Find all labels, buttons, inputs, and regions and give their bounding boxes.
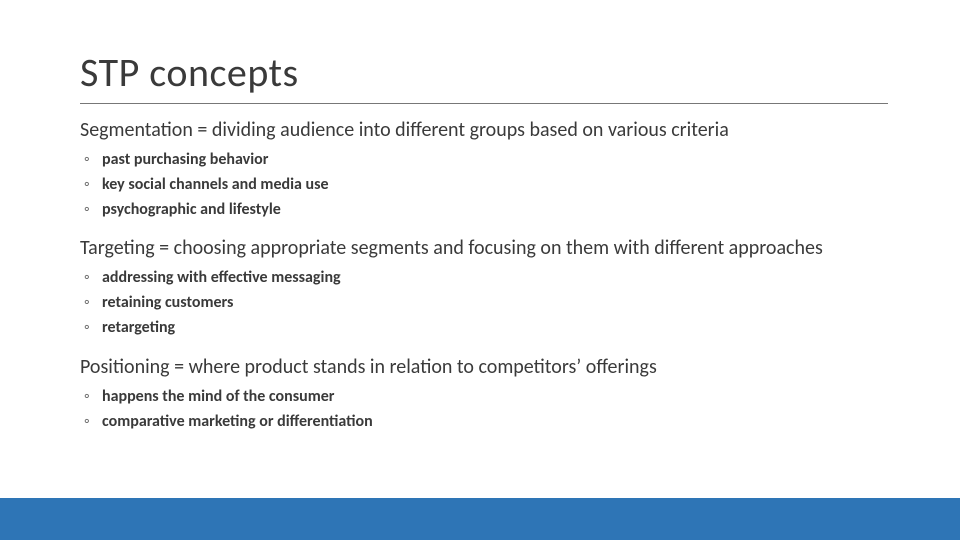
bullet-item: happens the mind of the consumer bbox=[102, 385, 888, 410]
bullet-item: retargeting bbox=[102, 316, 888, 341]
bullet-list: past purchasing behavior key social chan… bbox=[80, 148, 888, 222]
section-heading: Segmentation = dividing audience into di… bbox=[80, 118, 888, 142]
bullet-item: psychographic and lifestyle bbox=[102, 198, 888, 223]
title-underline bbox=[80, 103, 888, 104]
bullet-item: past purchasing behavior bbox=[102, 148, 888, 173]
section-segmentation: Segmentation = dividing audience into di… bbox=[80, 118, 888, 222]
bullet-item: retaining customers bbox=[102, 291, 888, 316]
bullet-list: happens the mind of the consumer compara… bbox=[80, 385, 888, 435]
bullet-item: key social channels and media use bbox=[102, 173, 888, 198]
slide: STP concepts Segmentation = dividing aud… bbox=[0, 0, 960, 540]
footer-accent-bar bbox=[0, 498, 960, 540]
slide-title: STP concepts bbox=[80, 48, 888, 97]
section-targeting: Targeting = choosing appropriate segment… bbox=[80, 236, 888, 340]
bullet-item: addressing with effective messaging bbox=[102, 266, 888, 291]
bullet-list: addressing with effective messaging reta… bbox=[80, 266, 888, 340]
section-heading: Positioning = where product stands in re… bbox=[80, 355, 888, 379]
bullet-item: comparative marketing or differentiation bbox=[102, 410, 888, 435]
section-heading: Targeting = choosing appropriate segment… bbox=[80, 236, 888, 260]
section-positioning: Positioning = where product stands in re… bbox=[80, 355, 888, 435]
